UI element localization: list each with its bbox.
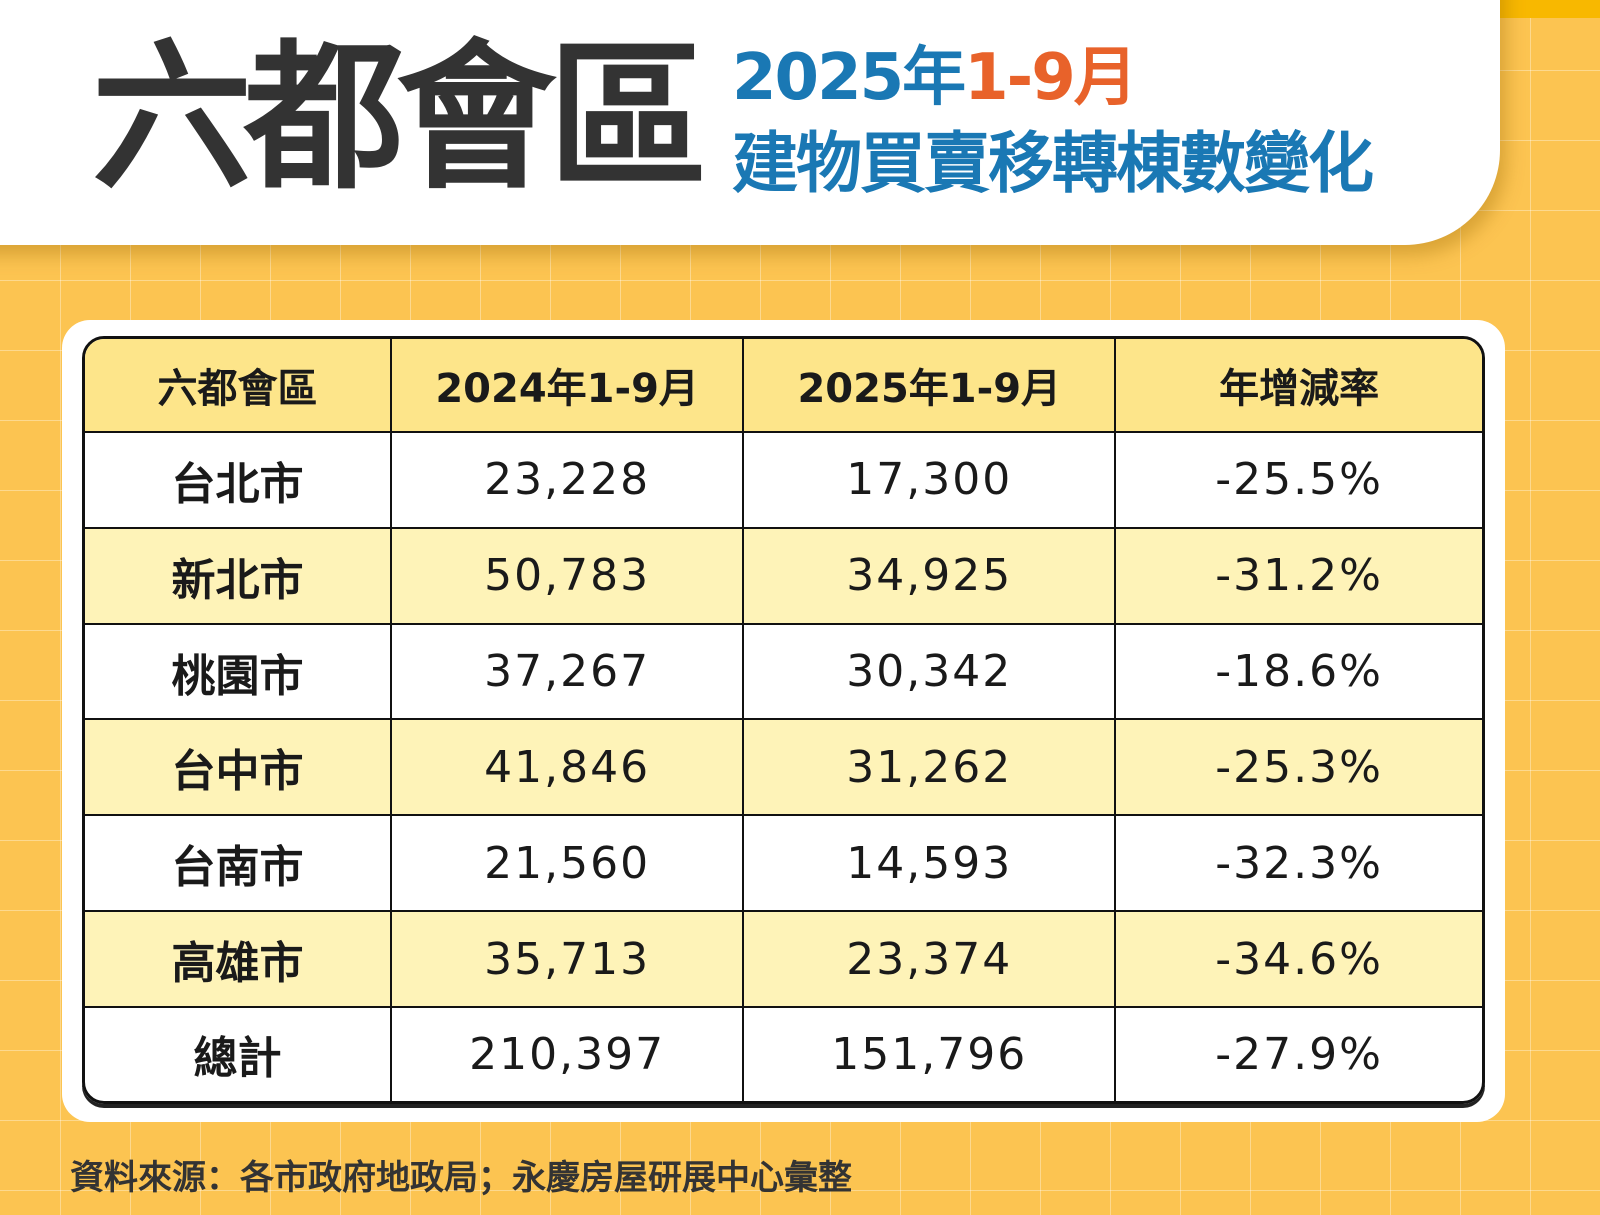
subtitle-months: 1-9月 <box>964 41 1138 115</box>
table-row: 高雄市 35,713 23,374 -34.6% <box>85 912 1482 1008</box>
title-card <box>0 0 1500 245</box>
column-header: 2025年1-9月 <box>744 339 1117 433</box>
count-cell: 31,262 <box>744 720 1117 817</box>
subtitle-year: 2025年 <box>732 41 966 115</box>
city-cell: 台南市 <box>85 816 393 913</box>
change-rate-cell: -34.6% <box>1116 912 1482 1008</box>
count-cell: 34,925 <box>744 528 1117 625</box>
count-cell: 37,267 <box>392 624 745 721</box>
city-cell: 台北市 <box>85 433 393 529</box>
table-container: 六都會區 2024年1-9月 2025年1-9月 年增減率 台北市 23,228 17,3… <box>62 320 1505 1122</box>
change-rate-cell: -25.3% <box>1116 720 1482 817</box>
page-title: 六都會區 <box>92 24 708 211</box>
count-cell: 14,593 <box>744 816 1117 913</box>
count-cell: 151,796 <box>744 1007 1117 1101</box>
source-note: 資料來源：各市政府地政局；永慶房屋研展中心彙整 <box>70 1158 852 1198</box>
count-cell: 50,783 <box>392 528 745 625</box>
subtitle: 建物買賣移轉棟數變化 <box>732 125 1374 202</box>
count-cell: 23,228 <box>392 433 745 529</box>
change-rate-cell: -18.6% <box>1116 625 1482 721</box>
count-cell: 41,846 <box>392 720 745 817</box>
count-cell: 17,300 <box>744 433 1117 529</box>
table-row: 總計 210,397 151,796 -27.9% <box>85 1007 1482 1101</box>
count-cell: 35,713 <box>392 912 745 1008</box>
data-table: 六都會區 2024年1-9月 2025年1-9月 年增減率 台北市 23,228 17,3… <box>82 336 1485 1104</box>
column-header: 六都會區 <box>85 339 393 433</box>
city-cell: 台中市 <box>85 720 393 817</box>
change-rate-cell: -31.2% <box>1116 528 1482 625</box>
city-cell: 高雄市 <box>85 912 393 1008</box>
count-cell: 23,374 <box>744 912 1117 1008</box>
table-header-row: 六都會區 2024年1-9月 2025年1-9月 年增減率 <box>85 339 1482 433</box>
change-rate-cell: -25.5% <box>1116 433 1482 529</box>
city-cell: 桃園市 <box>85 624 393 721</box>
city-cell: 總計 <box>85 1007 393 1101</box>
city-cell: 新北市 <box>85 528 393 625</box>
column-header: 2024年1-9月 <box>392 339 745 433</box>
table-row: 台中市 41,846 31,262 -25.3% <box>85 720 1482 817</box>
change-rate-cell: -32.3% <box>1116 816 1482 913</box>
table-row: 桃園市 37,267 30,342 -18.6% <box>85 624 1482 721</box>
count-cell: 21,560 <box>392 816 745 913</box>
column-header: 年增減率 <box>1116 339 1482 433</box>
count-cell: 210,397 <box>392 1007 745 1101</box>
table-row: 台南市 21,560 14,593 -32.3% <box>85 816 1482 913</box>
table-row: 新北市 50,783 34,925 -31.2% <box>85 528 1482 625</box>
subtitle-period: 2025年1-9月 <box>732 38 1138 118</box>
table-row: 台北市 23,228 17,300 -25.5% <box>85 433 1482 529</box>
change-rate-cell: -27.9% <box>1215 1028 1383 1080</box>
count-cell: 30,342 <box>744 624 1117 721</box>
